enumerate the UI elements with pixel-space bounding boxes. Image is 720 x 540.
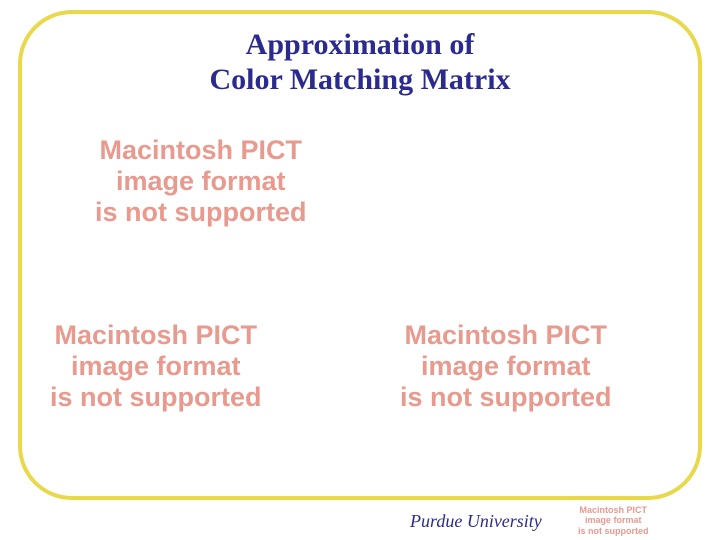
slide-frame: Approximation of Color Matching Matrix bbox=[18, 10, 702, 500]
pict-line1: Macintosh PICT bbox=[54, 320, 257, 350]
pict-line1: Macintosh PICT bbox=[579, 505, 647, 515]
pict-line3: is not supported bbox=[400, 382, 612, 412]
title-line-1: Approximation of bbox=[246, 28, 475, 61]
pict-line3: is not supported bbox=[578, 526, 649, 536]
pict-line1: Macintosh PICT bbox=[99, 135, 302, 165]
pict-error-tiny: Macintosh PICT image format is not suppo… bbox=[578, 505, 649, 536]
title-line-2: Color Matching Matrix bbox=[209, 63, 510, 96]
pict-line2: image format bbox=[116, 166, 286, 196]
pict-line1: Macintosh PICT bbox=[404, 320, 607, 350]
pict-line3: is not supported bbox=[95, 197, 307, 227]
pict-line2: image format bbox=[585, 515, 642, 525]
slide-title: Approximation of Color Matching Matrix bbox=[22, 14, 698, 97]
footer-text: Purdue University bbox=[410, 511, 542, 532]
pict-line2: image format bbox=[71, 351, 241, 381]
pict-error-top: Macintosh PICT image format is not suppo… bbox=[95, 135, 307, 228]
pict-error-bottom-left: Macintosh PICT image format is not suppo… bbox=[50, 320, 262, 413]
pict-line3: is not supported bbox=[50, 382, 262, 412]
pict-error-bottom-right: Macintosh PICT image format is not suppo… bbox=[400, 320, 612, 413]
pict-line2: image format bbox=[421, 351, 591, 381]
